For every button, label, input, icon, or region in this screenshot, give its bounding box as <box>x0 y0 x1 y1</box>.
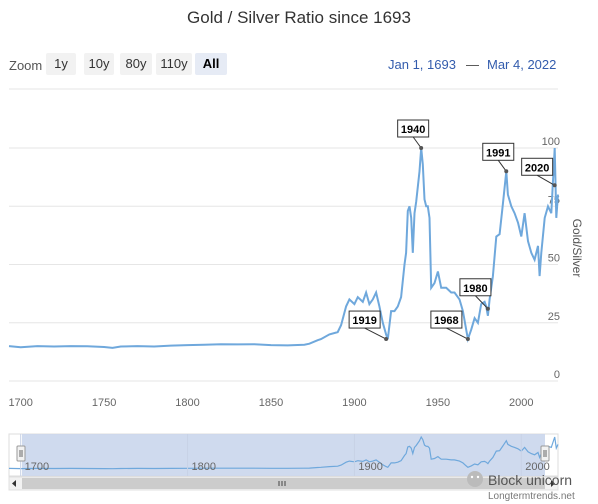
annotation-point <box>465 337 470 342</box>
annotation-label: 1919 <box>352 315 376 327</box>
chart-title: Gold / Silver Ratio since 1693 <box>187 8 411 27</box>
annotation-box[interactable] <box>397 119 430 138</box>
annotation-label: 1968 <box>434 315 458 327</box>
navigator-ticks: 1700 1800 1900 2000 <box>20 434 550 476</box>
range-to-date[interactable]: Mar 4, 2022 <box>487 57 557 72</box>
navigator-line <box>8 435 559 470</box>
series-line <box>8 147 559 349</box>
navigator-right-handle[interactable] <box>540 445 550 462</box>
annotations: 1940 1991 2020 1919 1980 1968 <box>348 119 557 342</box>
x-tick-label: 2000 <box>509 397 533 409</box>
annotation-point <box>485 306 490 311</box>
scroll-right-arrow-icon[interactable] <box>551 480 555 487</box>
scroll-left-arrow-icon[interactable] <box>12 480 16 487</box>
x-tick-label: 1700 <box>8 397 32 409</box>
annotation-connector <box>536 174 555 186</box>
zoom-label: Zoom <box>9 58 43 73</box>
y-tick-label: 100 <box>542 136 560 148</box>
x-tick-label: 1950 <box>426 397 450 409</box>
x-tick-label: 1750 <box>92 397 116 409</box>
y-tick-label: 25 <box>548 311 560 323</box>
annotation-point <box>504 169 509 174</box>
scrollbar-thumb[interactable] <box>22 478 545 489</box>
annotation-connector <box>364 327 387 340</box>
wechat-logo-icon <box>467 471 483 487</box>
navigator-tick-label: 1700 <box>25 461 49 473</box>
navigator-tick-label: 1900 <box>358 461 382 473</box>
navigator-tick-label: 1800 <box>192 461 216 473</box>
navigator-left-handle[interactable] <box>16 445 26 462</box>
range-separator: — <box>466 57 479 72</box>
y-axis-label: Gold/Silver <box>570 219 584 278</box>
zoom-1y-button[interactable]: 1y <box>46 53 76 75</box>
watermark: Block unicorn Longtermtrends.net <box>467 471 575 502</box>
annotation-label: 1980 <box>463 283 487 295</box>
navigator-tick-label: 2000 <box>525 461 549 473</box>
annotation-point <box>384 337 389 342</box>
zoom-10y-button[interactable]: 10y <box>84 53 114 75</box>
annotation-connector <box>446 327 469 340</box>
watermark-brand: Block unicorn <box>488 472 572 488</box>
zoom-80y-button[interactable]: 80y <box>120 53 152 75</box>
scrollbar[interactable] <box>8 476 559 491</box>
annotation-label: 1991 <box>486 147 510 159</box>
watermark-site: Longtermtrends.net <box>488 491 575 502</box>
x-tick-label: 1900 <box>342 397 366 409</box>
y-tick-label: 0 <box>554 369 560 381</box>
annotation-connector <box>412 136 422 149</box>
annotation-connector <box>497 160 507 172</box>
navigator-selection[interactable] <box>22 434 545 476</box>
x-axis-ticks: 1700 1750 1800 1850 1900 1950 2000 <box>8 397 533 409</box>
annotation-connector <box>475 295 489 310</box>
zoom-110y-button[interactable]: 110y <box>156 53 192 75</box>
range-from-date[interactable]: Jan 1, 1693 <box>388 57 456 72</box>
zoom-all-button[interactable]: All <box>195 53 227 75</box>
x-tick-label: 1850 <box>259 397 283 409</box>
annotation-label: 1940 <box>401 124 425 136</box>
gridlines <box>9 147 558 382</box>
annotation-box[interactable] <box>430 310 463 329</box>
annotation-point <box>419 146 424 150</box>
annotation-box[interactable] <box>348 310 381 329</box>
annotation-box[interactable] <box>482 142 515 161</box>
annotation-box[interactable] <box>459 278 492 297</box>
annotation-box[interactable] <box>521 157 554 176</box>
y-tick-label: 50 <box>548 253 560 265</box>
x-tick-label: 1800 <box>175 397 199 409</box>
annotation-label: 2020 <box>525 162 549 174</box>
navigator[interactable]: 1700 1800 1900 2000 <box>8 433 559 477</box>
annotation-point <box>552 183 557 188</box>
